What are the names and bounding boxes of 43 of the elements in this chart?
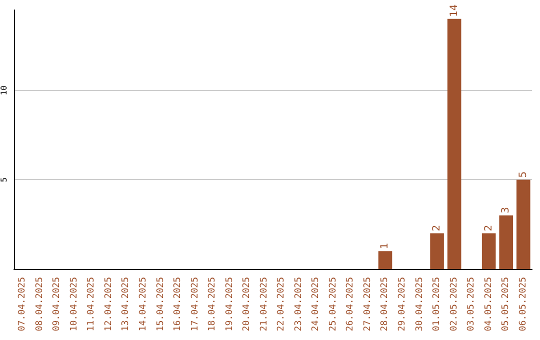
data-label: 3 (500, 207, 512, 214)
x-tick-label: 30.04.2025 (414, 277, 425, 332)
x-tick-label: 19.04.2025 (224, 277, 235, 332)
data-label: 2 (483, 224, 494, 232)
x-tick-label: 29.04.2025 (398, 277, 408, 332)
bar (430, 233, 444, 269)
x-tick-label: 13.04.2025 (121, 277, 132, 332)
bar (378, 251, 392, 269)
x-tick-label: 15.04.2025 (156, 277, 166, 332)
data-label: 14 (448, 4, 460, 17)
x-tick-label: 16.04.2025 (173, 277, 184, 332)
x-tick-label: 23.04.2025 (294, 277, 304, 332)
x-tick-label: 02.05.2025 (449, 277, 460, 332)
x-tick-label: 14.04.2025 (138, 277, 148, 332)
bar (447, 18, 462, 269)
x-tick-label: 06.05.2025 (518, 277, 528, 332)
x-tick-label: 25.04.2025 (328, 277, 338, 332)
x-tick-label: 22.04.2025 (276, 277, 287, 332)
x-tick-label: 11.04.2025 (86, 277, 97, 332)
x-tick-label: 03.05.2025 (466, 277, 477, 332)
x-tick-label: 01.05.2025 (432, 277, 442, 332)
data-label: 1 (380, 242, 391, 250)
x-tick-label: 08.04.2025 (34, 277, 45, 332)
x-tick-label: 10.04.2025 (69, 277, 80, 332)
x-tick-label: 27.04.2025 (362, 277, 373, 332)
x-tick-label: 12.04.2025 (104, 277, 114, 332)
bar (516, 180, 530, 269)
bar (482, 233, 496, 269)
y-tick-label: 10 (0, 85, 8, 96)
data-label: 5 (518, 171, 529, 178)
x-tick-label: 28.04.2025 (380, 277, 390, 332)
x-tick-label: 24.04.2025 (311, 277, 322, 332)
x-tick-label: 18.04.2025 (208, 277, 218, 332)
x-tick-label: 20.04.2025 (242, 277, 252, 332)
data-label: 2 (432, 224, 443, 232)
bar (499, 215, 514, 269)
x-tick-label: 26.04.2025 (346, 277, 356, 332)
x-tick-label: 07.04.2025 (18, 277, 28, 332)
x-tick-label: 17.04.2025 (190, 277, 200, 332)
x-tick-label: 05.05.2025 (501, 277, 512, 332)
x-tick-label: 09.04.2025 (52, 277, 62, 332)
x-tick-label: 21.04.2025 (259, 277, 270, 332)
x-tick-label: 04.05.2025 (484, 277, 494, 332)
